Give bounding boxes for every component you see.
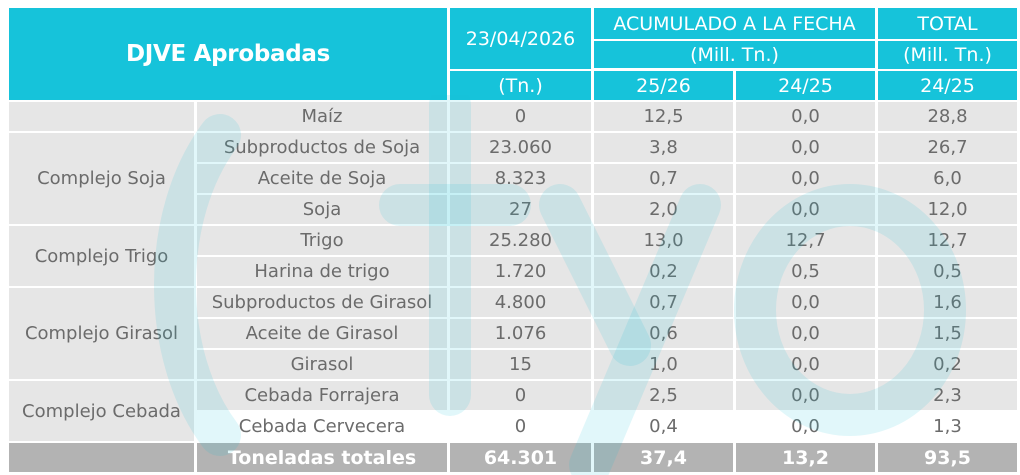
group-cell: Complejo Girasol bbox=[9, 288, 194, 379]
tn-cell: 8.323 bbox=[450, 164, 591, 193]
totals-acum-2425: 13,2 bbox=[736, 443, 875, 472]
acum-2526-cell: 0,2 bbox=[594, 257, 733, 286]
totals-total-2425: 93,5 bbox=[878, 443, 1017, 472]
table-row: Complejo Cebada Cebada Forrajera 0 2,5 0… bbox=[9, 381, 1017, 441]
tn-cell: 0 bbox=[450, 381, 591, 410]
table-row: Soja 27 2,0 0,0 12,0 bbox=[9, 195, 1017, 224]
total-2425-cell: 2,3 bbox=[878, 381, 1017, 410]
col-total-2425-header: 24/25 bbox=[878, 71, 1017, 100]
table-row: Aceite de Girasol 1.076 0,6 0,0 1,5 bbox=[9, 319, 1017, 348]
tn-cell: 1.076 bbox=[450, 319, 591, 348]
acum-2425-cell: 12,7 bbox=[736, 226, 875, 255]
total-2425-cell: 0,5 bbox=[878, 257, 1017, 286]
acum-2425-cell: 0,0 bbox=[736, 381, 875, 410]
acum-2526-cell: 0,4 bbox=[594, 412, 733, 441]
group-cell: Complejo Cebada bbox=[9, 381, 194, 441]
totals-row: Toneladas totales 64.301 37,4 13,2 93,5 bbox=[9, 443, 1017, 472]
acum-unit: (Mill. Tn.) bbox=[594, 41, 875, 69]
date-unit: (Tn.) bbox=[450, 71, 591, 100]
total-2425-cell: 1,5 bbox=[878, 319, 1017, 348]
total-unit: (Mill. Tn.) bbox=[878, 41, 1017, 69]
acum-2526-cell: 0,6 bbox=[594, 319, 733, 348]
tn-cell: 23.060 bbox=[450, 133, 591, 162]
group-cell: Complejo Trigo bbox=[9, 226, 194, 286]
footer-blank-cell bbox=[9, 443, 194, 472]
totals-tn: 64.301 bbox=[450, 443, 591, 472]
tn-cell: 1.720 bbox=[450, 257, 591, 286]
acum-2526-cell: 3,8 bbox=[594, 133, 733, 162]
acum-2526-cell: 1,0 bbox=[594, 350, 733, 379]
group-cell: Complejo Soja bbox=[9, 133, 194, 224]
total-2425-cell: 28,8 bbox=[878, 102, 1017, 131]
table-row: Complejo Soja Subproductos de Soja 23.06… bbox=[9, 133, 1017, 224]
acum-2425-cell: 0,0 bbox=[736, 195, 875, 224]
col-2425-header: 24/25 bbox=[736, 71, 875, 100]
tn-cell: 15 bbox=[450, 350, 591, 379]
acum-2425-cell: 0,0 bbox=[736, 319, 875, 348]
acum-2425-cell: 0,0 bbox=[736, 350, 875, 379]
acum-2425-cell: 0,0 bbox=[736, 412, 875, 441]
product-cell: Girasol bbox=[197, 350, 447, 379]
product-cell: Soja bbox=[197, 195, 447, 224]
acum-2526-cell: 13,0 bbox=[594, 226, 733, 255]
tn-cell: 0 bbox=[450, 102, 591, 131]
acum-2526-cell: 0,7 bbox=[594, 164, 733, 193]
tn-cell: 0 bbox=[450, 412, 591, 441]
product-cell: Trigo bbox=[197, 226, 447, 255]
acum-2425-cell: 0,5 bbox=[736, 257, 875, 286]
acum-2526-cell: 12,5 bbox=[594, 102, 733, 131]
table-row: Maíz 0 12,5 0,0 28,8 bbox=[9, 102, 1017, 131]
total-2425-cell: 6,0 bbox=[878, 164, 1017, 193]
product-cell: Maíz bbox=[197, 102, 447, 131]
totals-acum-2526: 37,4 bbox=[594, 443, 733, 472]
table-row: Harina de trigo 1.720 0,2 0,5 0,5 bbox=[9, 257, 1017, 286]
acum-2526-cell: 2,5 bbox=[594, 381, 733, 410]
tn-cell: 27 bbox=[450, 195, 591, 224]
acum-2425-cell: 0,0 bbox=[736, 164, 875, 193]
table-row: Complejo Trigo Trigo 25.280 13,0 12,7 12… bbox=[9, 226, 1017, 286]
group-cell bbox=[9, 102, 194, 131]
djve-table: DJVE Aprobadas 23/04/2026 ACUMULADO A LA… bbox=[6, 6, 1020, 474]
total-header: TOTAL bbox=[878, 8, 1017, 39]
table-title: DJVE Aprobadas bbox=[9, 8, 447, 100]
product-cell: Cebada Forrajera bbox=[197, 381, 447, 410]
product-cell: Aceite de Girasol bbox=[197, 319, 447, 348]
tn-cell: 4.800 bbox=[450, 288, 591, 317]
date-header: 23/04/2026 bbox=[450, 8, 591, 69]
acum-2425-cell: 0,0 bbox=[736, 133, 875, 162]
product-cell: Subproductos de Soja bbox=[197, 133, 447, 162]
total-2425-cell: 26,7 bbox=[878, 133, 1017, 162]
tn-cell: 25.280 bbox=[450, 226, 591, 255]
acum-header: ACUMULADO A LA FECHA bbox=[594, 8, 875, 39]
acum-2526-cell: 0,7 bbox=[594, 288, 733, 317]
product-cell: Harina de trigo bbox=[197, 257, 447, 286]
total-2425-cell: 1,3 bbox=[878, 412, 1017, 441]
total-2425-cell: 0,2 bbox=[878, 350, 1017, 379]
acum-2425-cell: 0,0 bbox=[736, 102, 875, 131]
total-2425-cell: 12,0 bbox=[878, 195, 1017, 224]
total-2425-cell: 12,7 bbox=[878, 226, 1017, 255]
acum-2425-cell: 0,0 bbox=[736, 288, 875, 317]
table-row: Cebada Cervecera 0 0,4 0,0 1,3 bbox=[9, 412, 1017, 441]
table-row: Girasol 15 1,0 0,0 0,2 bbox=[9, 350, 1017, 379]
total-2425-cell: 1,6 bbox=[878, 288, 1017, 317]
product-cell: Subproductos de Girasol bbox=[197, 288, 447, 317]
totals-label: Toneladas totales bbox=[197, 443, 447, 472]
product-cell: Aceite de Soja bbox=[197, 164, 447, 193]
table-row: Aceite de Soja 8.323 0,7 0,0 6,0 bbox=[9, 164, 1017, 193]
acum-2526-cell: 2,0 bbox=[594, 195, 733, 224]
col-2526-header: 25/26 bbox=[594, 71, 733, 100]
table-row: Complejo Girasol Subproductos de Girasol… bbox=[9, 288, 1017, 379]
product-cell: Cebada Cervecera bbox=[197, 412, 447, 441]
